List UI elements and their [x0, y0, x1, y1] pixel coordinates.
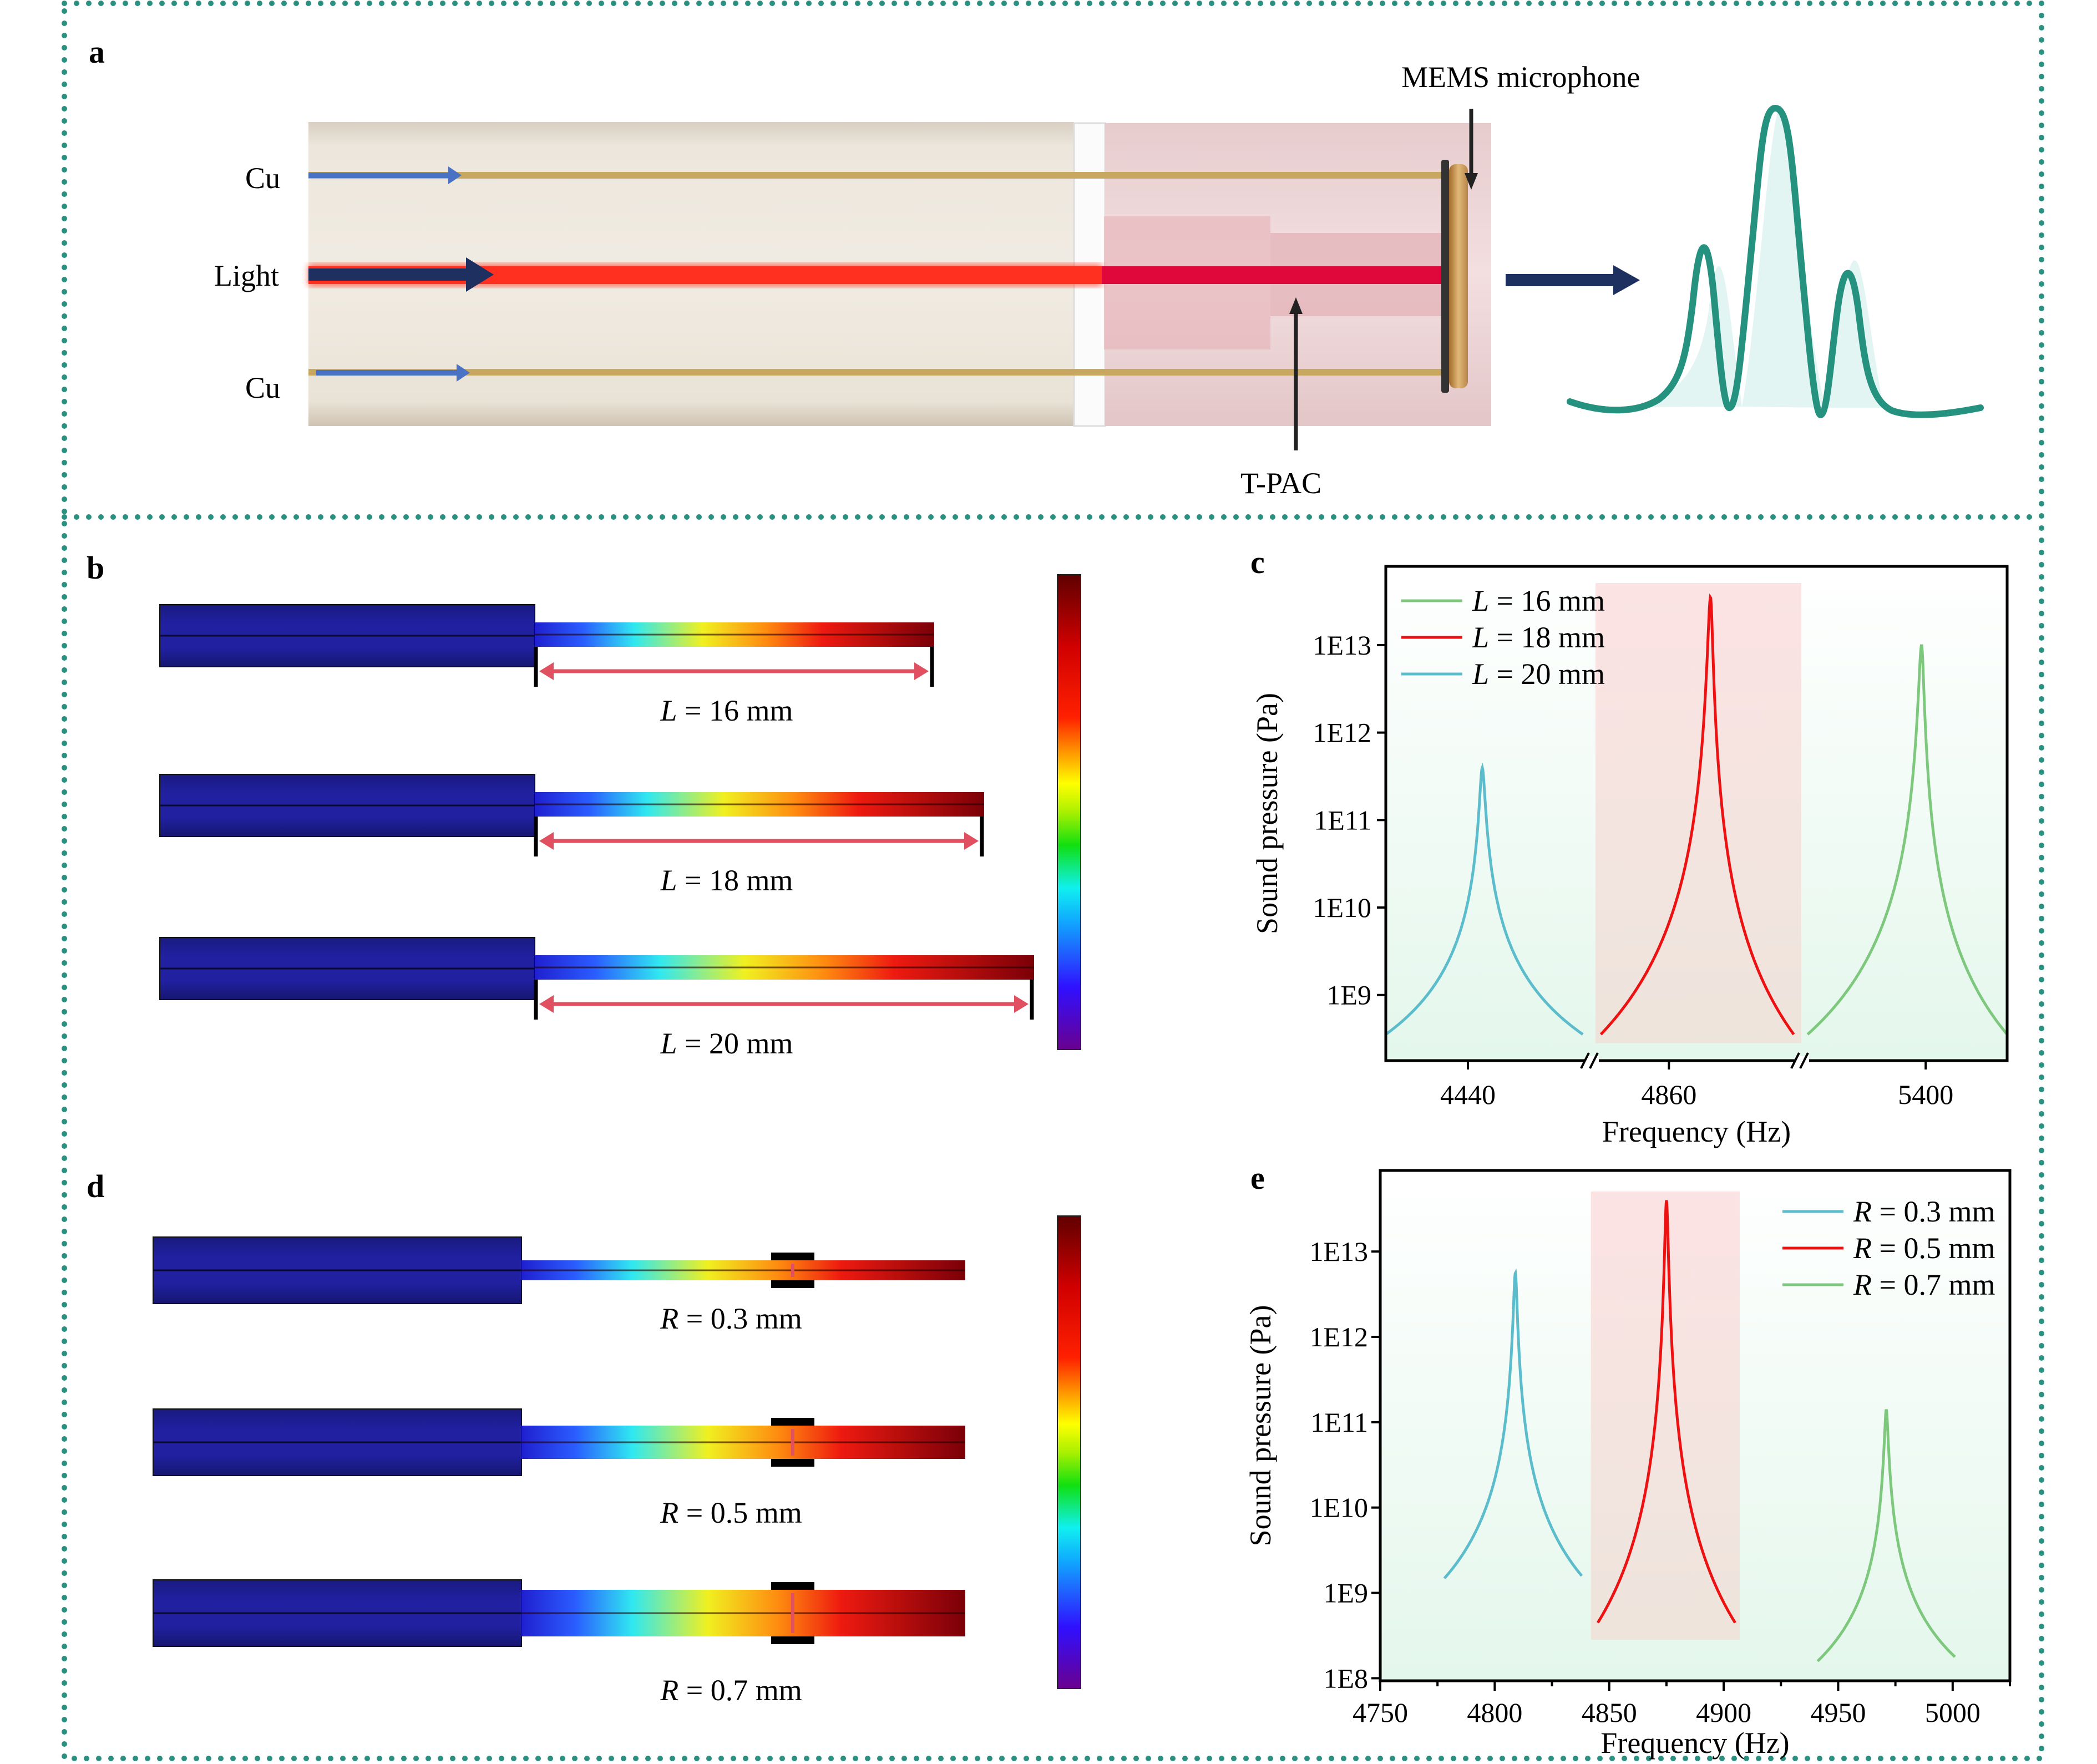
- colorbar: [1057, 1215, 1081, 1689]
- series-line-r-0-5-mm: [1596, 1200, 1736, 1624]
- legend-entry: R = 0.7 mm: [1853, 1268, 1995, 1301]
- legend-entry: L = 20 mm: [1472, 657, 1605, 691]
- y-tick-label: 1E9: [1326, 980, 1371, 1011]
- output-arrow: [1506, 265, 1640, 295]
- panel-label-c: c: [1250, 544, 1265, 580]
- y-tick-label: 1E9: [1323, 1578, 1368, 1609]
- dimension-arrowhead-left: [539, 832, 554, 850]
- length-label: L = 16 mm: [660, 694, 793, 727]
- panel-label-e: e: [1250, 1160, 1265, 1196]
- radius-marker-bottom: [771, 1459, 814, 1467]
- radius-marker-top: [771, 1418, 814, 1426]
- y-tick-label: 1E11: [1314, 804, 1371, 835]
- y-tick-label: 1E12: [1313, 717, 1371, 748]
- dimension-arrowhead-left: [539, 995, 554, 1013]
- y-tick-label: 1E10: [1309, 1492, 1368, 1523]
- axes-frame: [1379, 1169, 2012, 1682]
- highlight-band: [1595, 583, 1801, 1043]
- panel-label-b: b: [87, 550, 105, 586]
- label-light: Light: [214, 259, 279, 292]
- radius-label: R = 0.7 mm: [660, 1674, 802, 1707]
- cu-arrow-top: [308, 166, 462, 184]
- axis-break-mark: [1799, 1052, 1809, 1069]
- radius-marker-top: [771, 1253, 814, 1260]
- x-axis-label: Frequency (Hz): [1600, 1726, 1789, 1760]
- axis-break-mark: [1589, 1052, 1599, 1069]
- series-line-l-18-mm: [1599, 593, 1795, 1036]
- radius-marker-bottom: [771, 1636, 814, 1644]
- spectrum-fill: [1625, 105, 1883, 408]
- dimension-arrowhead-right: [1014, 995, 1029, 1013]
- axis-break-mark: [1790, 1052, 1800, 1069]
- label-mems-microphone: MEMS microphone: [1401, 60, 1640, 94]
- dimension-arrowhead-right: [914, 662, 929, 680]
- legend-entry: R = 0.5 mm: [1853, 1231, 1995, 1265]
- label-cu-top: Cu: [245, 161, 281, 195]
- legend-entry: L = 16 mm: [1472, 584, 1605, 617]
- dimension-arrowhead-left: [539, 662, 554, 680]
- legend-entry: L = 18 mm: [1472, 621, 1605, 654]
- x-axis-label: Frequency (Hz): [1602, 1115, 1791, 1148]
- mems-microphone: [1449, 164, 1468, 388]
- y-tick-label: 1E12: [1309, 1321, 1368, 1352]
- tpac-pointer-arrow: [1289, 297, 1303, 450]
- cu-arrow-bottom: [316, 364, 470, 382]
- light-arrow: [308, 257, 494, 292]
- panel-label-a: a: [89, 34, 105, 70]
- colorbar: [1057, 574, 1081, 1050]
- length-label: L = 20 mm: [660, 1027, 793, 1060]
- y-tick-label: 1E8: [1323, 1662, 1368, 1694]
- series-line-r-0-7-mm: [1816, 1409, 1956, 1662]
- y-axis-label: Sound pressure (Pa): [1250, 693, 1284, 934]
- spectrum-curve: [1567, 105, 1984, 419]
- mems-membrane: [1441, 160, 1449, 393]
- series-line-r-0-3-mm: [1443, 1268, 1583, 1580]
- legend-entry: R = 0.3 mm: [1853, 1195, 1995, 1228]
- x-tick-label: 4750: [1353, 1697, 1408, 1728]
- x-tick-label: 4860: [1641, 1079, 1696, 1110]
- radius-marker-top: [771, 1582, 814, 1590]
- panel-label-d: d: [87, 1168, 105, 1204]
- mems-pointer-arrow: [1465, 109, 1478, 190]
- label-tpac: T-PAC: [1240, 467, 1322, 500]
- y-tick-label: 1E13: [1313, 630, 1371, 661]
- radius-label: R = 0.5 mm: [660, 1496, 802, 1529]
- tpac-schematic: [308, 105, 1984, 450]
- cu-wire-bottom: [308, 369, 1446, 376]
- x-tick-label: 4850: [1582, 1697, 1637, 1728]
- x-tick-label: 4800: [1467, 1697, 1522, 1728]
- label-cu-bottom: Cu: [245, 371, 281, 404]
- axes-frame: [1384, 565, 2009, 1062]
- x-tick-label: 4950: [1810, 1697, 1866, 1728]
- series-line-l-20-mm: [1385, 763, 1584, 1036]
- y-tick-label: 1E13: [1309, 1236, 1368, 1267]
- y-tick-label: 1E10: [1313, 892, 1371, 923]
- y-tick-label: 1E11: [1310, 1407, 1368, 1438]
- radius-label: R = 0.3 mm: [660, 1302, 802, 1335]
- x-tick-label: 5400: [1898, 1079, 1953, 1110]
- cu-wire-top: [308, 172, 1446, 179]
- x-tick-label: 4440: [1440, 1079, 1496, 1110]
- x-tick-label: 4900: [1696, 1697, 1751, 1728]
- dimension-arrowhead-right: [964, 832, 979, 850]
- length-label: L = 18 mm: [660, 864, 793, 897]
- light-beam-inside: [1102, 266, 1457, 284]
- series-line-l-16-mm: [1806, 644, 2008, 1036]
- x-tick-label: 5000: [1925, 1697, 1980, 1728]
- radius-marker-bottom: [771, 1280, 814, 1288]
- axis-break-mark: [1580, 1052, 1590, 1069]
- y-axis-label: Sound pressure (Pa): [1244, 1305, 1277, 1547]
